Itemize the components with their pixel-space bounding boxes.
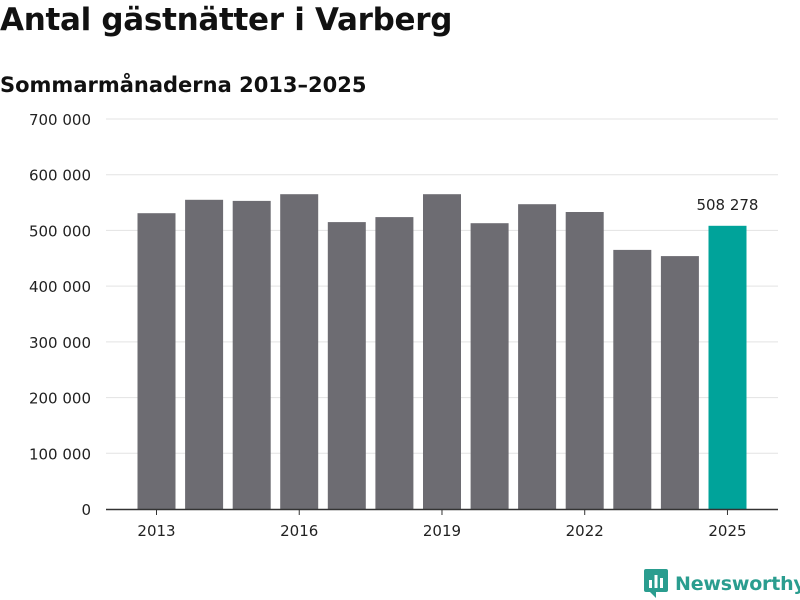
bar xyxy=(232,200,271,509)
y-tick-label: 100 000 xyxy=(29,445,91,463)
bar xyxy=(613,249,652,509)
y-tick-label: 700 000 xyxy=(29,111,91,129)
y-tick-label: 600 000 xyxy=(29,167,91,185)
bar xyxy=(327,222,366,509)
y-tick-label: 400 000 xyxy=(29,278,91,296)
bar xyxy=(280,194,319,509)
newsworthy-logo-icon xyxy=(644,569,668,598)
chart-subtitle: Sommarmånaderna 2013–2025 xyxy=(0,73,367,97)
x-tick-label: 2019 xyxy=(423,522,461,540)
bar xyxy=(185,199,224,510)
x-tick-label: 2022 xyxy=(566,522,604,540)
y-tick-label: 500 000 xyxy=(29,222,91,240)
bar xyxy=(660,256,699,509)
bar xyxy=(137,213,176,509)
bar xyxy=(423,194,461,509)
data-label: 508 278 xyxy=(696,196,758,214)
y-tick-label: 200 000 xyxy=(29,390,91,408)
bar xyxy=(518,204,557,509)
y-tick-label: 0 xyxy=(81,501,91,519)
bar xyxy=(565,212,604,509)
bar xyxy=(375,217,414,509)
newsworthy-logo-text: Newsworthy xyxy=(675,573,800,595)
x-tick-label: 2016 xyxy=(280,522,318,540)
y-tick-label: 300 000 xyxy=(29,334,91,352)
x-tick-label: 2013 xyxy=(137,522,175,540)
x-tick-label: 2025 xyxy=(708,522,746,540)
chart-title: Antal gästnätter i Varberg xyxy=(0,2,453,38)
newsworthy-logo: Newsworthy xyxy=(644,569,800,599)
bar xyxy=(470,223,509,509)
bar xyxy=(708,225,747,510)
bar-chart: 0 100 000 200 000 300 000 400 000 500 000 600 … xyxy=(29,111,778,540)
